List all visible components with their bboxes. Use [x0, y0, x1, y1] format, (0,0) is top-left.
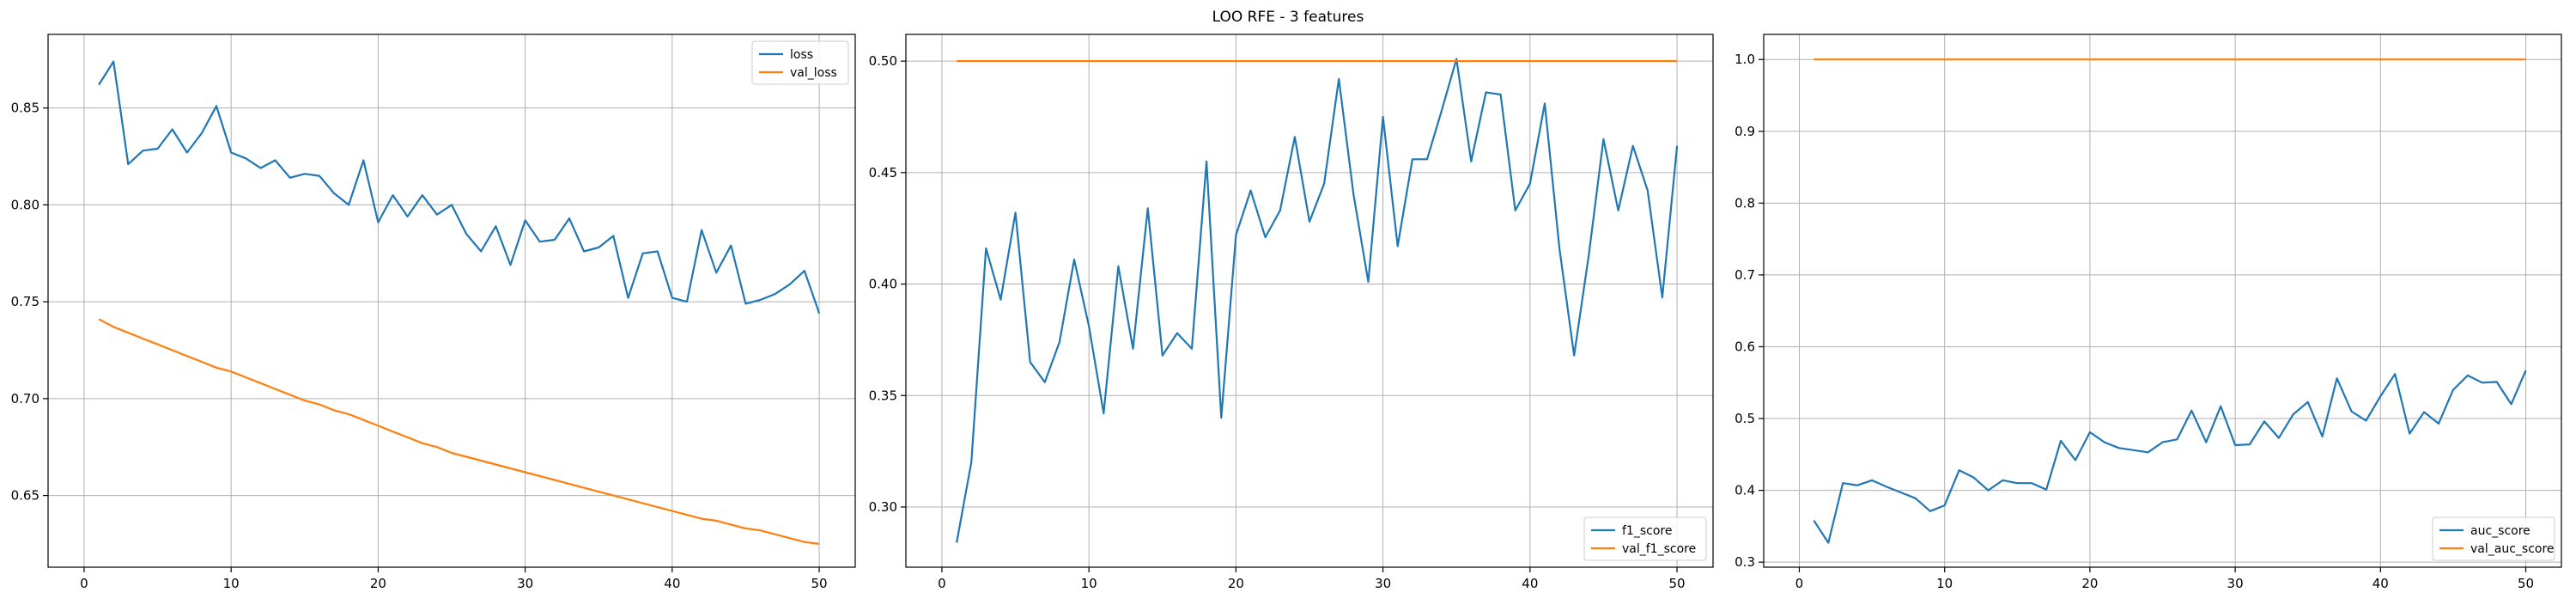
legend-box [1583, 516, 1707, 561]
series-line-auc_score [1813, 370, 2527, 544]
y-tick-label: 0.35 [869, 388, 897, 403]
y-tick-label: 0.70 [11, 391, 39, 406]
legend: f1_score val_f1_score [1583, 516, 1707, 561]
legend-label-loss: loss [790, 48, 813, 62]
y-tick-label: 0.9 [1735, 124, 1755, 139]
legend-label-auc_score: auc_score [2470, 524, 2530, 538]
y-tick-label: 0.30 [869, 499, 897, 515]
legend-box [751, 40, 849, 85]
chart-panel-2: 0 10 20 30 40 50 0.30 0.35 0.40 0.45 0.50 f1_scorev… [869, 34, 1714, 591]
y-tick-label: 0.85 [11, 101, 39, 116]
y-tick-label: 0.75 [11, 294, 39, 309]
y-tick-label: 0.4 [1735, 483, 1755, 498]
x-tick-label: 0 [938, 576, 946, 591]
x-tick-label: 0 [1795, 576, 1804, 591]
y-tick-label: 0.80 [11, 197, 39, 212]
y-tick-label: 0.50 [869, 53, 897, 69]
x-tick-label: 10 [1936, 576, 1953, 591]
x-tick-label: 30 [2227, 576, 2244, 591]
x-tick-label: 10 [1081, 576, 1097, 591]
x-tick-label: 20 [1228, 576, 1244, 591]
y-tick-label: 0.8 [1735, 195, 1755, 211]
series-line-f1_score [956, 58, 1679, 543]
series-line-val_loss [98, 318, 820, 545]
x-tick-label: 0 [80, 576, 88, 591]
y-tick-label: 1.0 [1735, 52, 1755, 67]
y-tick-label: 0.3 [1735, 554, 1755, 570]
x-tick-label: 30 [1375, 576, 1391, 591]
y-tick-label: 0.65 [11, 488, 39, 504]
chart-panel-3: 0 10 20 30 40 50 0.3 0.4 0.5 0.6 0.7 0.8 0.9 1.0 auc_s… [1735, 34, 2562, 591]
x-tick-label: 10 [223, 576, 240, 591]
x-tick-label: 50 [2518, 576, 2534, 591]
legend-label-f1_score: f1_score [1622, 524, 1672, 538]
legend-label-val_auc_score: val_auc_score [2470, 542, 2555, 556]
x-tick-label: 20 [370, 576, 386, 591]
series-line-loss [98, 60, 821, 315]
figure-title: LOO RFE - 3 features [1212, 9, 1364, 26]
x-tick-label: 40 [2372, 576, 2389, 591]
x-tick-label: 50 [811, 576, 828, 591]
legend: loss val_loss [751, 40, 849, 85]
legend-label-val_f1_score: val_f1_score [1622, 542, 1696, 556]
axes-frame [905, 34, 1714, 568]
y-tick-label: 0.5 [1735, 411, 1755, 426]
y-tick-label: 0.45 [869, 165, 897, 180]
legend-box [2432, 516, 2555, 561]
legend-label-val_loss: val_loss [790, 66, 837, 80]
legend: auc_score val_auc_score [2432, 516, 2555, 561]
x-tick-label: 20 [2081, 576, 2098, 591]
x-tick-label: 30 [517, 576, 533, 591]
axes-frame [47, 34, 856, 568]
y-tick-label: 0.6 [1735, 339, 1755, 354]
axes-frame [1763, 34, 2562, 568]
x-tick-label: 40 [1522, 576, 1538, 591]
y-tick-label: 0.7 [1735, 267, 1755, 283]
chart-panel-1: 0 10 20 30 40 50 0.65 0.70 0.75 0.80 0.85 loss val_l… [11, 34, 856, 591]
x-tick-label: 40 [664, 576, 680, 591]
y-tick-label: 0.40 [869, 277, 897, 292]
x-tick-label: 50 [1669, 576, 1686, 591]
